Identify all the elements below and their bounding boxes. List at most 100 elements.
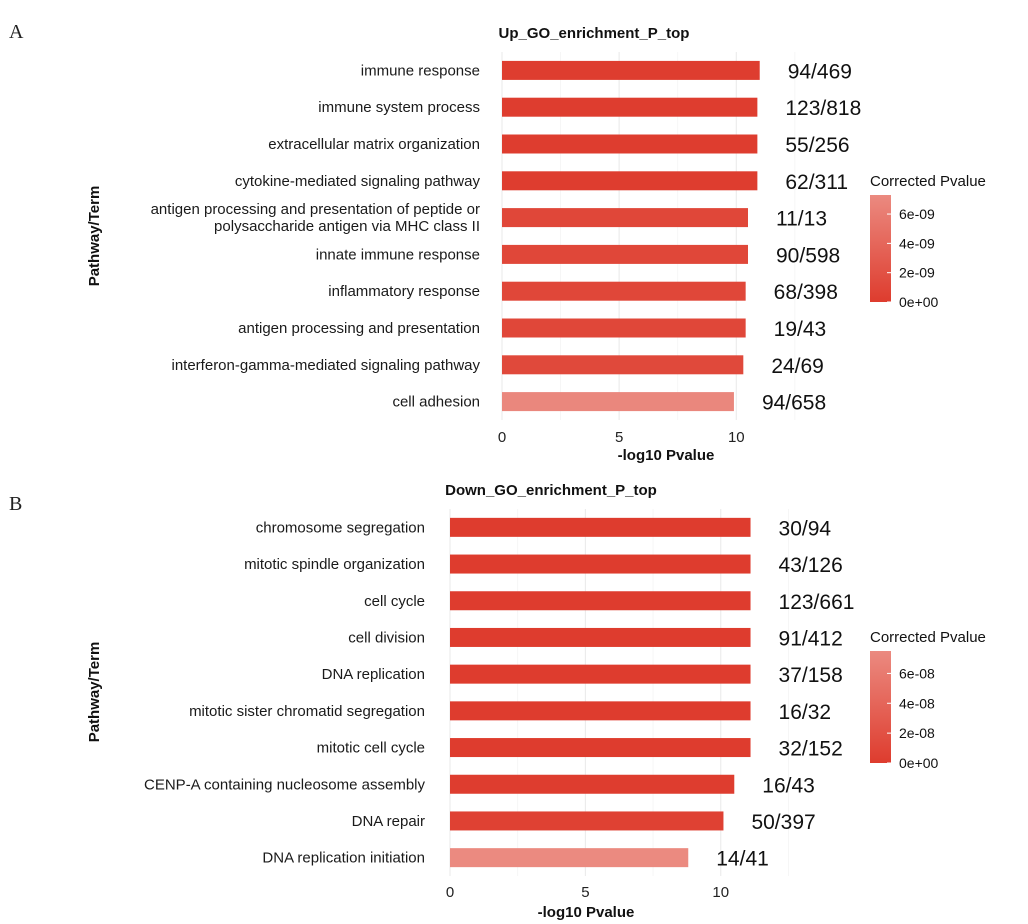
x-ticks: 0 5 10 bbox=[498, 429, 745, 446]
category-label: mitotic cell cycle bbox=[317, 740, 425, 757]
bar bbox=[450, 738, 751, 758]
category-label: chromosome segregation bbox=[256, 519, 425, 536]
category-label: mitotic sister chromatid segregation bbox=[189, 703, 425, 720]
legend-colorbar bbox=[870, 195, 891, 302]
legend-tick-label: 4e-09 bbox=[899, 235, 935, 251]
category-label: interferon-gamma-mediated signaling path… bbox=[172, 357, 481, 374]
category-label: mitotic spindle organization bbox=[244, 556, 425, 573]
count-label: 68/398 bbox=[774, 281, 838, 304]
category-label: CENP-A containing nucleosome assembly bbox=[144, 776, 425, 793]
count-label: 19/43 bbox=[774, 318, 827, 341]
category-label: cell division bbox=[348, 629, 425, 646]
y-axis-title: Pathway/Term bbox=[86, 642, 103, 743]
legend-tick-label: 6e-09 bbox=[899, 206, 935, 222]
count-label: 24/69 bbox=[771, 355, 824, 378]
bar bbox=[502, 281, 746, 301]
count-label: 16/32 bbox=[779, 701, 832, 724]
x-ticks: 0 5 10 bbox=[446, 884, 729, 901]
bar bbox=[450, 811, 724, 831]
category-label: DNA replication bbox=[322, 666, 425, 683]
legend-tick-label: 0e+00 bbox=[899, 294, 939, 310]
category-label: immune system process bbox=[318, 99, 480, 116]
x-tick-label: 10 bbox=[712, 884, 729, 901]
count-label: 50/397 bbox=[751, 811, 815, 834]
count-label: 37/158 bbox=[779, 664, 843, 687]
x-axis-title: -log10 Pvalue bbox=[618, 447, 715, 464]
count-label: 94/658 bbox=[762, 392, 826, 415]
legend-tick-label: 2e-08 bbox=[899, 725, 935, 741]
legend-title: Corrected Pvalue bbox=[870, 173, 986, 190]
count-labels: 30/94 43/126 123/661 91/412 37/158 16/32 32/15… bbox=[716, 517, 854, 870]
x-tick-label: 10 bbox=[728, 429, 745, 446]
panel-b-chart: Down_GO_enrichment_P_top chromosome segr… bbox=[86, 482, 986, 921]
bar bbox=[450, 627, 751, 647]
count-label: 14/41 bbox=[716, 848, 769, 871]
category-label: cytokine-mediated signaling pathway bbox=[235, 173, 481, 190]
x-tick-label: 0 bbox=[446, 884, 454, 901]
chart-title: Up_GO_enrichment_P_top bbox=[499, 25, 690, 42]
category-label: cell cycle bbox=[364, 593, 425, 610]
count-label: 55/256 bbox=[785, 134, 849, 157]
bar bbox=[502, 60, 760, 80]
category-label: cell adhesion bbox=[392, 394, 480, 411]
legend-tick-label: 2e-09 bbox=[899, 265, 935, 281]
bar bbox=[450, 554, 751, 574]
legend-ticks: 6e-08 4e-08 2e-08 0e+00 bbox=[887, 665, 939, 771]
bar bbox=[450, 591, 751, 611]
count-label: 62/311 bbox=[785, 171, 848, 194]
bar bbox=[502, 134, 758, 154]
x-axis-title: -log10 Pvalue bbox=[538, 904, 635, 921]
x-tick-label: 5 bbox=[581, 884, 589, 901]
legend-title: Corrected Pvalue bbox=[870, 629, 986, 646]
panel-label-b: B bbox=[9, 493, 22, 515]
bar bbox=[502, 244, 748, 264]
count-label: 11/13 bbox=[776, 208, 827, 231]
bar bbox=[502, 208, 748, 228]
count-label: 123/661 bbox=[779, 591, 855, 614]
legend-tick-label: 4e-08 bbox=[899, 695, 935, 711]
legend-tick-label: 0e+00 bbox=[899, 755, 939, 771]
bar bbox=[450, 774, 735, 794]
bar bbox=[502, 355, 744, 375]
count-labels: 94/469 123/818 55/256 62/311 11/13 90/598 68/3… bbox=[762, 60, 861, 414]
color-legend: Corrected Pvalue 6e-09 4e-09 2e-09 0e+00 bbox=[870, 173, 986, 310]
bar bbox=[502, 318, 746, 338]
category-label: extracellular matrix organization bbox=[268, 136, 480, 153]
legend-tick-label: 6e-08 bbox=[899, 665, 935, 681]
bar bbox=[450, 701, 751, 721]
bar bbox=[450, 517, 751, 537]
x-tick-label: 5 bbox=[615, 429, 623, 446]
category-label: antigen processing and presentation of p… bbox=[151, 201, 480, 218]
x-tick-label: 0 bbox=[498, 429, 506, 446]
chart-title: Down_GO_enrichment_P_top bbox=[445, 482, 657, 499]
category-label: antigen processing and presentation bbox=[238, 320, 480, 337]
category-label: innate immune response bbox=[316, 246, 480, 263]
bar bbox=[450, 848, 689, 868]
panel-a-chart: Up_GO_enrichment_P_top immune responseim… bbox=[86, 25, 986, 464]
y-axis-title: Pathway/Term bbox=[86, 186, 103, 287]
count-label: 43/126 bbox=[779, 554, 843, 577]
legend-colorbar bbox=[870, 651, 891, 763]
count-label: 94/469 bbox=[788, 60, 852, 83]
legend-ticks: 6e-09 4e-09 2e-09 0e+00 bbox=[887, 206, 939, 310]
category-label: DNA repair bbox=[352, 813, 425, 830]
color-legend: Corrected Pvalue 6e-08 4e-08 2e-08 0e+00 bbox=[870, 629, 986, 771]
bar bbox=[502, 171, 758, 191]
count-label: 32/152 bbox=[779, 738, 843, 761]
category-label: polysaccharide antigen via MHC class II bbox=[214, 218, 480, 235]
panel-label-a: A bbox=[9, 21, 24, 43]
category-labels: chromosome segregation mitotic spindle or… bbox=[144, 519, 425, 866]
bars bbox=[450, 517, 751, 868]
count-label: 123/818 bbox=[785, 97, 861, 120]
bar bbox=[502, 392, 734, 412]
count-label: 30/94 bbox=[779, 517, 832, 540]
bar bbox=[502, 97, 758, 117]
count-label: 91/412 bbox=[779, 627, 843, 650]
bar bbox=[450, 664, 751, 684]
category-label: inflammatory response bbox=[328, 283, 480, 300]
category-labels: immune response immune system process extr… bbox=[151, 62, 481, 410]
count-label: 90/598 bbox=[776, 244, 840, 267]
category-label: immune response bbox=[361, 62, 480, 79]
bars bbox=[502, 60, 760, 412]
